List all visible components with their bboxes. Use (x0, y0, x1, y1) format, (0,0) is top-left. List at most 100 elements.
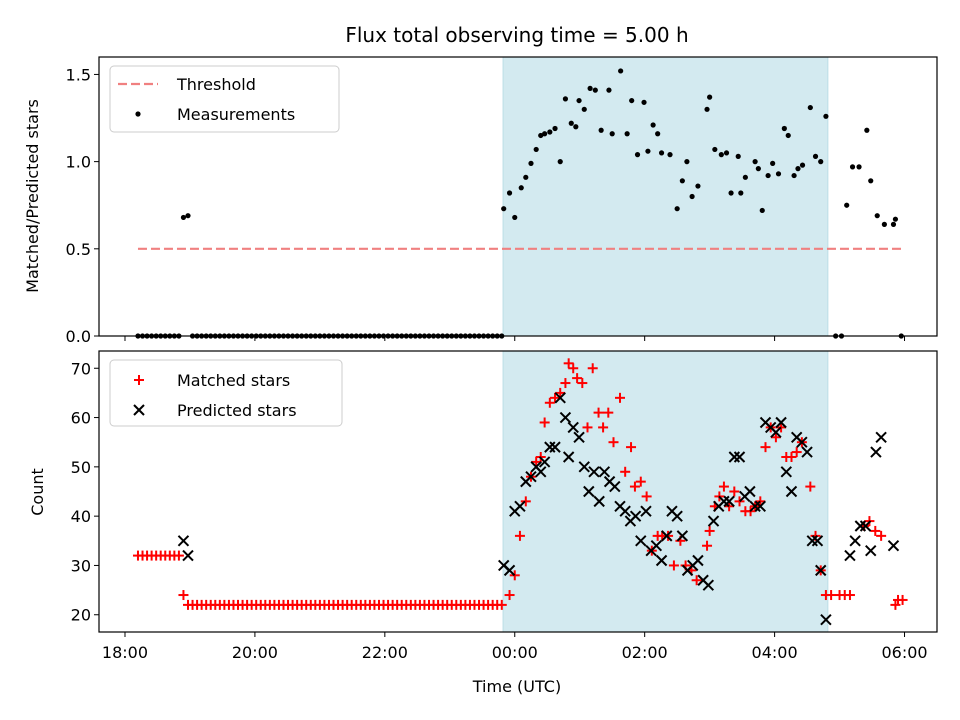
measurement-point (812, 153, 819, 159)
measurement-point (755, 166, 761, 172)
measurement-point (807, 104, 813, 111)
matched-star-point (509, 570, 520, 581)
predicted-star-point (544, 441, 556, 453)
measurement-point (557, 159, 563, 165)
x-tick-label: 00:00 (492, 643, 538, 662)
matched-star-point (603, 407, 614, 418)
predicted-star-point (875, 431, 887, 443)
y-tick-label: 20 (71, 606, 91, 625)
measurement-point (506, 190, 513, 196)
matched-star-point (668, 560, 679, 571)
legend-box (109, 359, 343, 427)
x-tick-label: 02:00 (622, 643, 668, 662)
measurement-point (695, 183, 701, 189)
matched-star-point (791, 447, 802, 458)
matched-star-point (504, 590, 515, 601)
measurement-point (523, 174, 529, 180)
measurement-point (785, 132, 791, 139)
measurement-point (624, 131, 630, 137)
predicted-star-point (780, 466, 792, 478)
measurement-point (581, 106, 587, 112)
predicted-star-point (619, 505, 631, 517)
predicted-star-point (650, 540, 663, 552)
measurement-point (641, 99, 647, 105)
legend: Matched stars Predicted stars (109, 359, 343, 427)
legend-threshold-label: Threshold (176, 75, 256, 94)
measurement-point (598, 127, 604, 133)
predicted-star-point (583, 485, 595, 498)
matched-star-point (173, 550, 184, 561)
predicted-star-point (640, 505, 652, 517)
measurement-point (573, 124, 579, 130)
predicted-star-point (849, 535, 861, 547)
y-tick-label: 60 (71, 409, 91, 428)
measurement-point (587, 85, 593, 91)
axes-frame (98, 56, 938, 337)
matched-star-point (520, 496, 531, 507)
predicted-star-point (796, 436, 808, 448)
matched-star-point (844, 590, 855, 601)
matched-star-point (598, 422, 609, 433)
measurement-point (667, 152, 673, 158)
measurement-point (791, 172, 797, 179)
matched-star-point (635, 476, 646, 487)
measurement-point (818, 159, 824, 165)
measurement-point (752, 159, 758, 165)
measurement-point (689, 193, 695, 200)
predicted-star-point (525, 471, 537, 483)
measurement-point (765, 172, 771, 179)
legend-box (109, 65, 340, 133)
matched-star-point (563, 358, 574, 369)
measurement-point (712, 146, 718, 153)
matched-star-point (178, 590, 189, 601)
measurement-point (552, 125, 558, 132)
matched-star-point (593, 407, 604, 418)
count-panel: Count Time (UTC) 20 30 40 50 60 70 18:00 20:00 2… (28, 350, 938, 696)
ratio-panel: Flux total observing time = 5.00 h Match… (23, 23, 938, 346)
matched-star-point (870, 525, 881, 536)
measurement-point (892, 216, 899, 222)
matched-star-point (755, 496, 766, 507)
measurement-point (518, 185, 524, 191)
measurement-point (723, 150, 730, 156)
predicted-star-point (820, 613, 832, 626)
matched-star-point (776, 422, 787, 433)
predicted-star-point (182, 549, 194, 562)
measurement-point (592, 87, 598, 93)
measurement-point (629, 97, 635, 104)
matched-star-point (876, 530, 887, 541)
measurement-point (849, 164, 856, 170)
legend-measurement-label: Measurements (177, 105, 295, 124)
predicted-star-point (578, 461, 590, 473)
legend: Threshold Measurements (109, 65, 340, 133)
matched-star-point (734, 496, 745, 507)
axes-frame (98, 350, 938, 633)
predicted-star-point (870, 446, 882, 458)
measurement-point (718, 152, 724, 158)
matched-star-point (897, 594, 908, 605)
y-axis-label-bottom: Count (28, 468, 47, 516)
measurement-point (634, 152, 641, 158)
predicted-star-point (815, 564, 827, 577)
measurement-point (568, 120, 574, 126)
measurement-point (874, 213, 880, 219)
predicted-star-point (177, 535, 190, 547)
measurement-point (868, 178, 874, 184)
matched-star-point (760, 442, 771, 453)
matched-star-point (770, 432, 781, 443)
measurement-point (881, 221, 887, 227)
predicted-star-point (749, 500, 761, 512)
predicted-star-point (692, 554, 704, 567)
predicted-star-point (588, 466, 600, 478)
measurement-point (728, 190, 734, 196)
predicted-star-point (562, 451, 575, 463)
matched-star-point (577, 378, 588, 389)
measurement-point (775, 171, 782, 177)
measurement-point (606, 87, 612, 93)
matched-star-point (641, 491, 652, 502)
measurement-point (738, 190, 744, 196)
predicted-star-point (744, 485, 756, 498)
observing-window-shade (502, 56, 829, 337)
measurement-point (781, 125, 787, 132)
matched-star-point (691, 575, 702, 586)
